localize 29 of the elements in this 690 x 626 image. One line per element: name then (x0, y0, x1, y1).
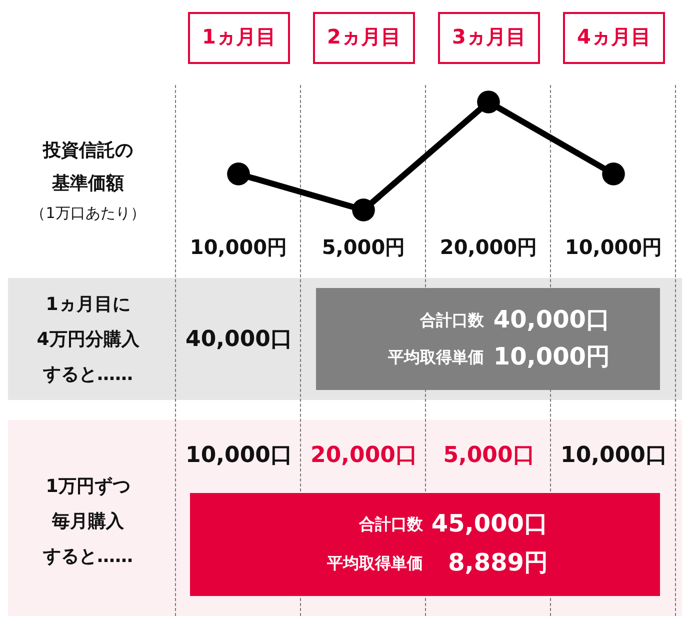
text: 10,000口 (186, 442, 292, 470)
x-tick-label: 3ヵ月目 (452, 24, 526, 48)
data-label: 5,000円 (322, 235, 406, 259)
data-label: 10,000円 (564, 235, 662, 259)
text: 20,000口 (310, 442, 418, 470)
x-tick-label: 2ヵ月目 (327, 24, 401, 48)
x-tick-label: 1ヵ月目 (202, 24, 276, 48)
data-label: 10,000円 (190, 235, 288, 259)
text: すると…… (43, 546, 133, 568)
text: 合計口数 (420, 310, 484, 330)
text: 平均取得単価 (388, 347, 484, 367)
text: 4万円分購入 (36, 329, 140, 351)
text: 8,889円 (448, 548, 548, 578)
text: 毎月購入 (52, 511, 124, 533)
y-axis-title: 投資信託の基準価額 (42, 139, 134, 196)
text: 40,000口 (493, 306, 610, 334)
text: 45,000口 (431, 510, 548, 538)
text: すると…… (43, 364, 133, 386)
text: 10,000口 (560, 442, 668, 470)
text: 1万円ずつ (46, 476, 130, 498)
text: 10,000円 (493, 342, 610, 372)
text: 合計口数 (359, 514, 423, 534)
text: （1万口あたり） (30, 204, 146, 222)
text: 1ヵ月目に (46, 294, 130, 316)
data-label: 20,000円 (440, 235, 538, 259)
x-tick-label: 4ヵ月目 (577, 24, 651, 48)
text: 40,000口 (186, 326, 292, 354)
text: 5,000口 (443, 442, 535, 470)
text: 平均取得単価 (327, 553, 423, 573)
